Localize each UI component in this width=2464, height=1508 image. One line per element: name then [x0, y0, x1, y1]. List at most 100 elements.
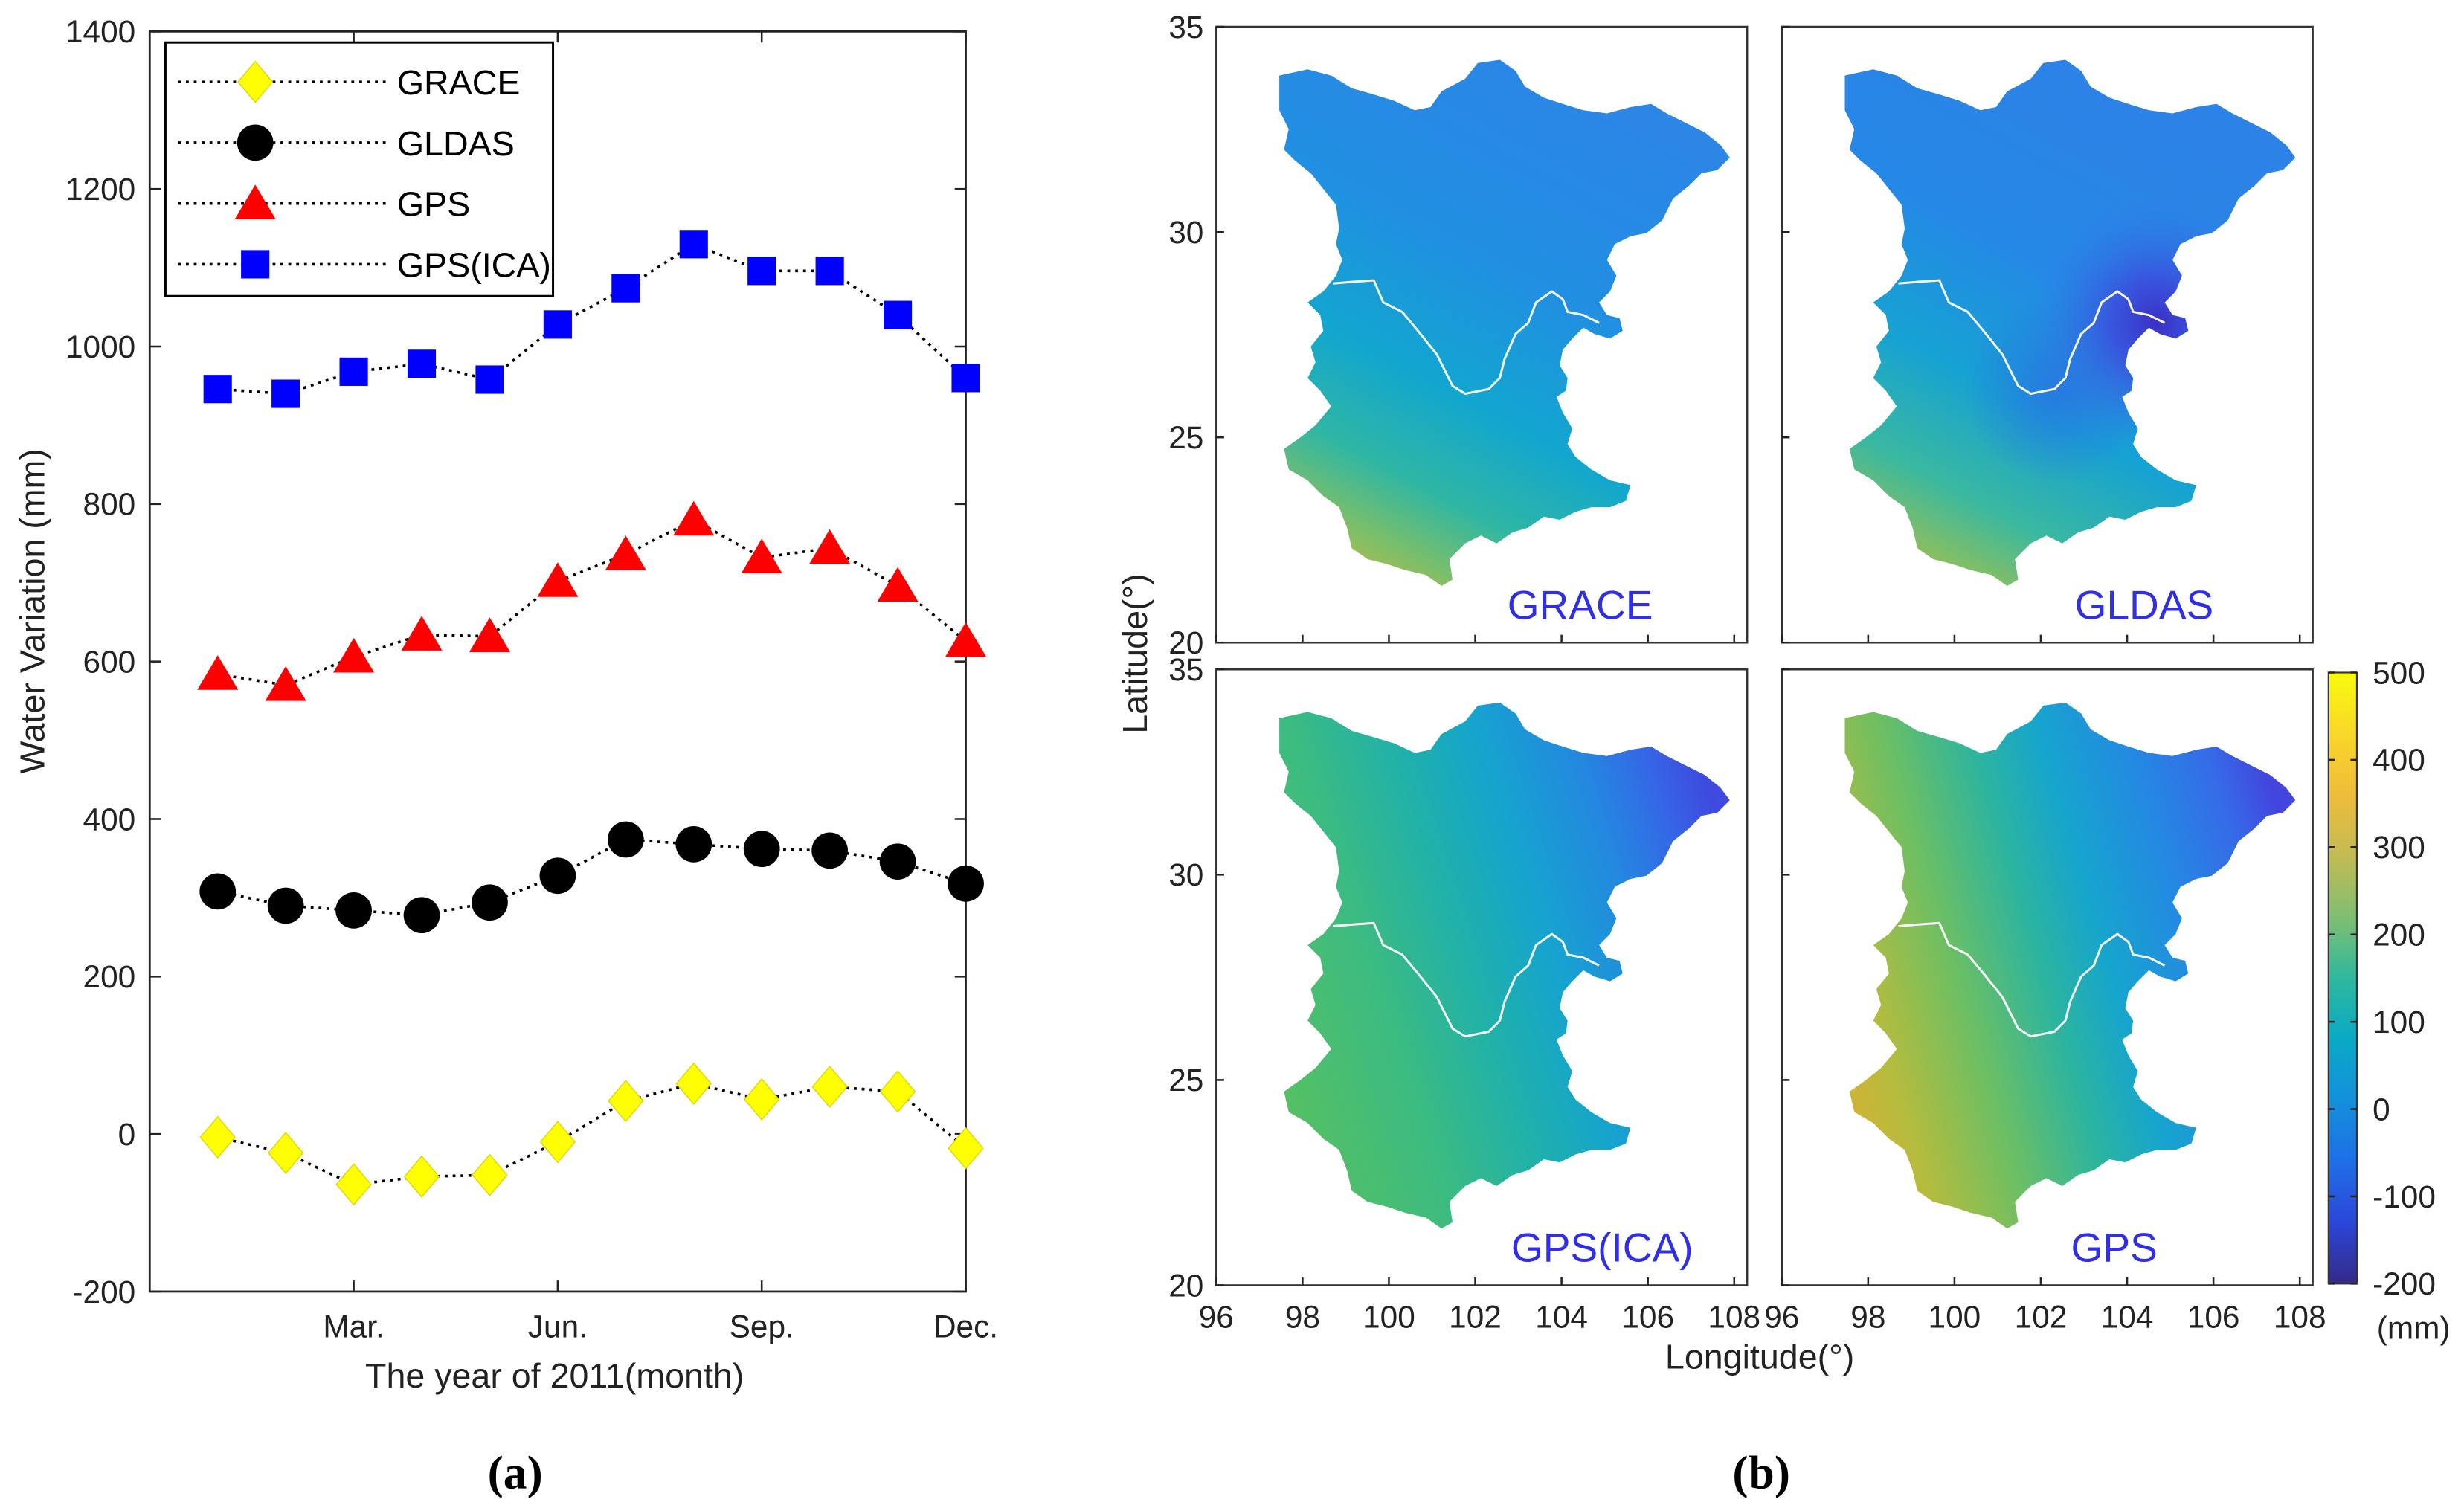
lat-tick-label: 20	[1168, 625, 1203, 660]
data-point-diamond	[675, 1062, 712, 1105]
series-line	[217, 518, 967, 687]
lat-tick-label: 30	[1168, 857, 1203, 892]
y-axis-label: Water Variation (mm)	[13, 448, 51, 774]
data-point-triangle	[469, 617, 510, 652]
data-point-circle	[267, 887, 304, 924]
map-gps-ica: GPS(ICA)	[1215, 668, 1749, 1286]
series-gps-ica	[203, 230, 980, 408]
legend-marker-triangle	[234, 184, 276, 219]
data-point-circle	[743, 831, 780, 868]
data-point-triangle	[741, 538, 782, 574]
lon-tick-label: 106	[1621, 1300, 1674, 1335]
legend-marker-diamond	[237, 60, 274, 103]
data-point-square	[203, 375, 232, 404]
data-point-circle	[879, 843, 916, 880]
lon-tick-label: 104	[1535, 1300, 1588, 1335]
data-point-square	[747, 257, 776, 286]
map-grace: GRACE	[1215, 25, 1749, 644]
data-point-triangle	[605, 535, 646, 570]
legend-entry-gldas: GLDAS	[178, 124, 515, 163]
series-line	[217, 838, 967, 917]
legend-label: GRACE	[397, 63, 521, 102]
data-point-circle	[403, 897, 440, 934]
data-point-square	[407, 349, 437, 378]
colorbar-unit: (mm)	[2377, 1311, 2451, 1346]
data-point-triangle	[809, 529, 851, 564]
y-tick-label: 200	[83, 959, 136, 994]
data-point-triangle	[673, 500, 715, 536]
x-tick-label: Mar.	[323, 1309, 384, 1344]
lon-tick-label: 102	[2015, 1300, 2068, 1335]
legend-marker-square	[241, 250, 270, 279]
lon-tick-label: 104	[2101, 1300, 2154, 1335]
data-point-square	[339, 357, 368, 386]
plot-a-series	[197, 230, 987, 1206]
data-point-square	[611, 274, 640, 303]
panel-label-a: (a)	[488, 1446, 543, 1499]
y-tick-label: 1000	[65, 329, 135, 364]
map-gps: GPS	[1781, 668, 2314, 1286]
lon-tick-label: 100	[1929, 1300, 1981, 1335]
legend-label: GPS(ICA)	[397, 245, 551, 284]
data-point-diamond	[199, 1115, 236, 1159]
lat-tick-label: 35	[1168, 10, 1203, 45]
data-point-triangle	[197, 655, 239, 690]
data-point-triangle	[401, 616, 443, 651]
colorbar-tick-label: 400	[2373, 743, 2425, 778]
lon-tick-label: 108	[2274, 1300, 2326, 1335]
lon-tick-label: 108	[1708, 1300, 1760, 1335]
map-title-gldas: GLDAS	[2075, 581, 2214, 628]
colorbar-tick-label: -200	[2373, 1266, 2436, 1301]
lon-tick-label: 102	[1449, 1300, 1502, 1335]
legend-entry-grace: GRACE	[178, 60, 521, 103]
data-point-diamond	[472, 1153, 508, 1196]
data-point-circle	[539, 857, 576, 895]
map-title-gps: GPS	[2071, 1225, 2158, 1271]
x-axis-label: The year of 2011(month)	[365, 1356, 744, 1395]
y-tick-label: 1200	[65, 172, 135, 207]
x-tick-label: Jun.	[528, 1309, 588, 1344]
data-point-diamond	[948, 1127, 984, 1170]
lon-tick-label: 98	[1285, 1300, 1320, 1335]
colorbar-tick-label: -100	[2373, 1179, 2436, 1214]
data-point-triangle	[265, 666, 306, 701]
data-point-square	[815, 257, 844, 286]
colorbar: 500 400 300 200 100 0 -100 -200	[2327, 655, 2436, 1301]
data-point-diamond	[879, 1070, 916, 1113]
colorbar-scale	[2327, 671, 2358, 1285]
data-point-triangle	[877, 567, 919, 602]
y-tick-label: -200	[72, 1275, 135, 1309]
plot-a-axes: -200 0 200 400 600 800 1000 1200 1400 Mar. Jun. Sep…	[65, 14, 998, 1344]
data-point-circle	[811, 832, 849, 869]
y-tick-label: 400	[83, 802, 136, 837]
data-point-circle	[948, 865, 984, 902]
lat-tick-label: 30	[1168, 215, 1203, 250]
data-point-triangle	[333, 637, 375, 673]
data-point-circle	[472, 884, 508, 921]
legend-marker-circle	[237, 124, 274, 161]
lat-tick-label: 35	[1168, 652, 1203, 687]
x-tick-label: Sep.	[730, 1309, 794, 1344]
y-tick-label: 600	[83, 644, 136, 679]
series-line	[217, 1082, 967, 1186]
panel-b-maps: GRACE GLDAS GPS(ICA)	[1116, 10, 2450, 1499]
data-point-diamond	[403, 1155, 440, 1198]
data-point-diamond	[608, 1080, 644, 1123]
legend-entry-gps: GPS	[178, 184, 470, 224]
data-point-square	[543, 310, 572, 339]
legend: GRACE GLDAS GPS GPS(ICA)	[164, 41, 555, 297]
data-point-diamond	[811, 1066, 848, 1109]
y-tick-label: 0	[118, 1117, 136, 1152]
lon-tick-label: 96	[1764, 1300, 1799, 1335]
series-gldas	[199, 821, 984, 934]
data-point-square	[271, 379, 300, 408]
data-point-square	[679, 230, 708, 259]
data-point-triangle	[537, 562, 579, 597]
data-point-circle	[675, 826, 712, 863]
lon-tick-label: 100	[1363, 1300, 1415, 1335]
panel-label-b: (b)	[1732, 1446, 1790, 1499]
data-point-square	[475, 365, 504, 394]
legend-label: GPS	[397, 185, 470, 224]
lon-tick-label: 106	[2187, 1300, 2240, 1335]
